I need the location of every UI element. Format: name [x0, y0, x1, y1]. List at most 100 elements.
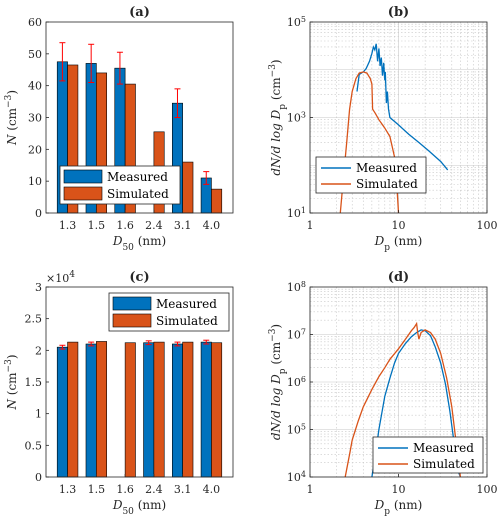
series-line-simulated — [339, 71, 400, 214]
y-tick-base: 10 — [287, 207, 301, 220]
y-label-unit: (cm — [5, 107, 19, 134]
x-label-unit: (nm) — [390, 498, 422, 512]
y-label-main: dN/d log D — [269, 374, 283, 440]
y-label-close: ) — [269, 324, 283, 329]
x-label-subscript: 50 — [122, 507, 134, 517]
y-label-symbol: N — [5, 399, 19, 411]
bar-simulated-4.0 — [211, 342, 223, 478]
x-tick-label: 4.0 — [203, 483, 221, 496]
series-line-measured — [356, 43, 449, 171]
y-scale-exponent: 4 — [69, 270, 75, 280]
axes-frame — [309, 21, 488, 214]
x-tick-label: 10 — [392, 219, 406, 232]
x-label-symbol: D — [112, 234, 123, 248]
y-tick-label: 105 — [287, 15, 306, 30]
y-tick-label: 1.5 — [25, 376, 43, 389]
x-axis-label: Dp (nm) — [374, 498, 423, 517]
y-tick-base: 10 — [287, 281, 301, 294]
y-label-subscript: p — [278, 368, 288, 374]
y-tick-label: 1 — [35, 408, 42, 421]
y-tick-base: 10 — [287, 112, 301, 125]
y-tick-base: 10 — [287, 376, 301, 389]
legend: Measured Simulated — [315, 156, 427, 194]
y-tick-label: 50 — [28, 48, 42, 61]
y-label-unit: (cm — [269, 341, 283, 368]
x-tick-label: 1.5 — [88, 219, 106, 232]
bar-simulated-1.3 — [67, 341, 79, 478]
x-label-unit: (nm) — [134, 498, 166, 512]
x-tick-label: 2.4 — [145, 483, 163, 496]
x-tick-label: 4.0 — [203, 219, 221, 232]
y-label-main: dN/d log D — [269, 109, 283, 175]
legend-label: Measured — [156, 297, 217, 311]
y-tick-label: 30 — [28, 112, 42, 125]
y-tick-label: 40 — [28, 80, 42, 93]
legend: Measured Simulated — [372, 436, 484, 474]
bar-measured-3.1 — [171, 343, 183, 478]
y-label-subscript: p — [278, 104, 288, 110]
bar-simulated-1.5 — [96, 341, 108, 478]
y-axis-label: N (cm−3) — [4, 90, 19, 146]
y-tick-label: 20 — [28, 143, 42, 156]
x-axis-label: Dp (nm) — [374, 234, 423, 253]
legend-label: Simulated — [356, 177, 418, 191]
y-tick-label: 107 — [287, 327, 306, 342]
bar-simulated-3.1 — [182, 161, 194, 214]
x-tick-label: 1.6 — [116, 483, 134, 496]
y-tick-base: 10 — [287, 471, 301, 484]
legend-label: Measured — [107, 170, 168, 184]
y-axis-label: N (cm−3) — [4, 354, 19, 410]
legend-label: Measured — [356, 161, 417, 175]
panel-c: (c) 1.3 1.5 1.6 2.4 3.1 4.0 0 0.5 1 1.5 2 2.5 3 ×104 D5… — [4, 270, 234, 517]
x-axis-label: D50 (nm) — [112, 498, 166, 517]
y-label-unit: (cm — [5, 372, 19, 399]
y-label-exponent: −3 — [268, 64, 278, 78]
y-tick-label: 60 — [28, 16, 42, 29]
y-tick-label: 10 — [28, 175, 42, 188]
legend-swatch-measured — [63, 169, 103, 184]
panel-title: (d) — [388, 270, 409, 285]
y-tick-exponent: 3 — [301, 110, 306, 119]
y-axis-label: dN/d log Dp (cm−3) — [268, 324, 288, 440]
bar-measured-1.5 — [85, 343, 97, 478]
bar-simulated-3.1 — [182, 341, 194, 478]
x-tick-label: 100 — [477, 219, 498, 232]
panel-title: (c) — [129, 270, 149, 285]
y-tick-label: 2.5 — [25, 313, 43, 326]
panel-title: (a) — [129, 5, 150, 20]
y-label-close: ) — [5, 354, 19, 359]
y-tick-label: 108 — [287, 280, 306, 295]
y-tick-base: 10 — [287, 329, 301, 342]
legend-swatch-simulated — [63, 186, 103, 201]
y-tick-base: 10 — [287, 424, 301, 437]
bar-simulated-1.6 — [124, 342, 136, 478]
y-tick-label: 105 — [287, 422, 306, 437]
x-label-subscript: 50 — [122, 243, 134, 253]
legend-label: Simulated — [107, 187, 169, 201]
x-tick-label: 10 — [392, 483, 406, 496]
x-tick-label: 100 — [477, 483, 498, 496]
y-label-close: ) — [5, 90, 19, 95]
bar-measured-1.3 — [56, 346, 68, 478]
y-tick-label: 3 — [35, 281, 42, 294]
y-scale-factor: ×10 — [46, 272, 69, 285]
x-label-subscript: p — [384, 507, 390, 517]
y-label-close: ) — [269, 59, 283, 64]
bar-measured-2.4 — [143, 342, 155, 478]
x-axis-label: D50 (nm) — [112, 234, 166, 253]
legend: Measured Simulated — [59, 165, 181, 205]
series-line-measured — [371, 329, 462, 478]
y-tick-exponent: 8 — [301, 280, 306, 289]
x-label-unit: (nm) — [390, 234, 422, 248]
y-tick-exponent: 6 — [301, 375, 306, 384]
bar-measured-4.0 — [200, 341, 212, 478]
x-label-unit: (nm) — [134, 234, 166, 248]
x-tick-label: 1 — [307, 483, 314, 496]
legend-label: Simulated — [156, 314, 218, 328]
axes-frame — [45, 21, 234, 214]
axes-frame — [309, 286, 488, 478]
